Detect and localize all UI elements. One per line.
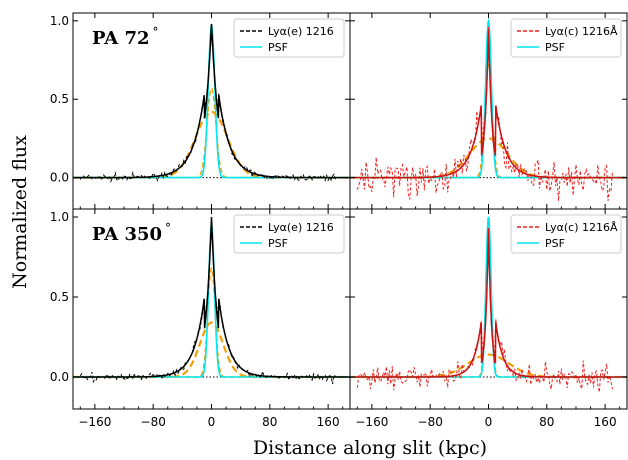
legend-label: Lyα(c) 1216Å (545, 25, 618, 38)
y-tick-label: 1.0 (50, 210, 69, 224)
x-tick-label: 160 (317, 415, 340, 429)
y-tick-label: 0.5 (50, 290, 69, 304)
y-tick-label: 1.0 (50, 14, 69, 28)
x-tick-label: −160 (78, 415, 111, 429)
y-tick-label: 0.0 (50, 171, 69, 185)
y-tick-label: 0.0 (50, 370, 69, 384)
x-tick-label: 0 (485, 415, 493, 429)
model-fit (73, 23, 350, 179)
legend-label: PSF (545, 41, 565, 54)
y-tick-label: 0.5 (50, 92, 69, 106)
plot-area (73, 23, 350, 183)
panel-top-right: Lyα(c) 1216Å PSF (349, 12, 628, 210)
legend-label: PSF (268, 41, 288, 54)
broad-component (73, 321, 350, 379)
degree-symbol: ° (153, 25, 159, 39)
broad-component (350, 353, 627, 379)
data-trace (356, 27, 613, 201)
model-fit (73, 216, 350, 378)
x-axis-title: Distance along slit (kpc) (253, 437, 487, 459)
degree-symbol: ° (165, 221, 171, 235)
legend-label: Lyα(e) 1216 (268, 25, 334, 38)
plot-area (350, 216, 627, 393)
panel-bottom-left: −160 −80 0 80 160 0.0 0.5 1.0 PA 350 ° Lyα(e) 1216… (50, 208, 351, 429)
broad-component (73, 110, 350, 179)
narrow-component (73, 87, 350, 179)
plot-area (73, 216, 350, 385)
legend-label: PSF (268, 237, 288, 250)
pa-label: PA 72 ° (92, 25, 159, 49)
pa-label: PA 350 ° (92, 221, 171, 245)
narrow-component (350, 63, 627, 179)
legend-label: Lyα(c) 1216Å (545, 221, 618, 234)
plot-area (350, 18, 627, 201)
x-tick-label: 80 (539, 415, 554, 429)
legend-label: PSF (545, 237, 565, 250)
x-tick-label: −80 (418, 415, 443, 429)
data-trace (79, 23, 336, 183)
y-axis-title: Normalized flux (9, 135, 31, 289)
x-tick-label: 80 (262, 415, 277, 429)
x-tick-label: −80 (141, 415, 166, 429)
x-tick-label: 160 (594, 415, 617, 429)
legend-label: Lyα(e) 1216 (268, 221, 334, 234)
model-fit (350, 30, 627, 179)
x-tick-label: −160 (355, 415, 388, 429)
model-fit (350, 228, 627, 378)
narrow-component (350, 247, 627, 378)
panel-bottom-right: −160 −80 0 80 160 Lyα(c) 1216Å PSF (349, 208, 628, 429)
panel-top-left: 0.0 0.5 1.0 PA 72 ° Lyα(e) 1216 PSF (50, 12, 351, 210)
x-tick-label: 0 (208, 415, 216, 429)
